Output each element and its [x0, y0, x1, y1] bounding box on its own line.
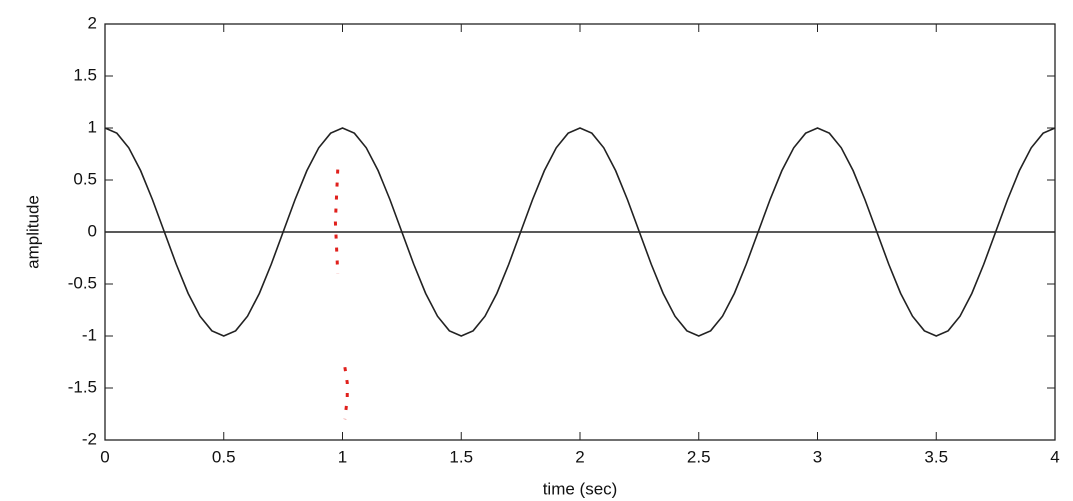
x-tick-label: 2: [575, 447, 584, 466]
x-tick-label: 4: [1050, 447, 1059, 466]
x-tick-label: 0: [100, 447, 109, 466]
y-tick-label: 0.5: [73, 169, 97, 188]
x-tick-label: 1.5: [449, 447, 473, 466]
x-tick-label: 3: [813, 447, 822, 466]
y-tick-label: -1: [82, 325, 97, 344]
x-tick-label: 1: [338, 447, 347, 466]
y-tick-label: -1.5: [68, 377, 97, 396]
y-tick-label: 1: [88, 117, 97, 136]
x-tick-label: 3.5: [924, 447, 948, 466]
y-axis-label: amplitude: [23, 195, 42, 269]
series-line: [333, 169, 349, 420]
x-tick-label: 2.5: [687, 447, 711, 466]
y-tick-label: 1.5: [73, 65, 97, 84]
y-tick-label: -0.5: [68, 273, 97, 292]
series-line: [104, 127, 1056, 337]
y-tick-label: 0: [88, 221, 97, 240]
y-tick-label: 2: [88, 13, 97, 32]
x-axis-label: time (sec): [543, 479, 618, 498]
x-tick-label: 0.5: [212, 447, 236, 466]
y-tick-label: -2: [82, 429, 97, 448]
